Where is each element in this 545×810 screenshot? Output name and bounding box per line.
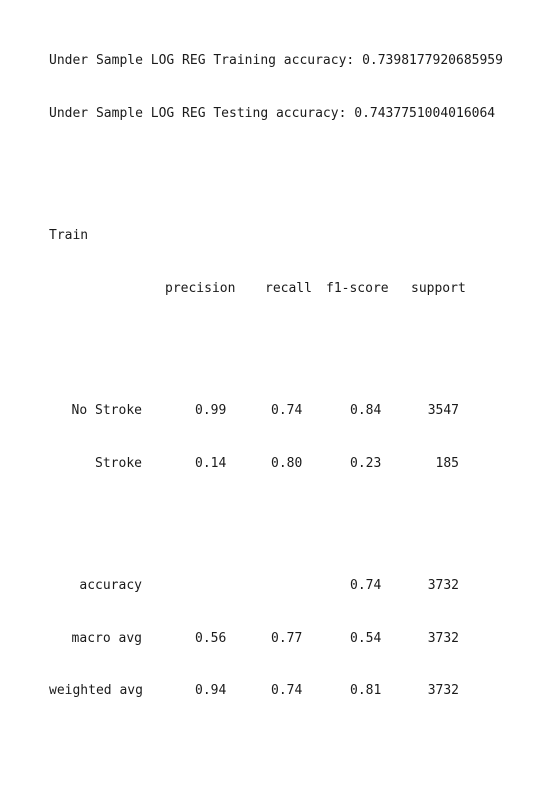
train-header-row: precision recall f1-score support (49, 280, 503, 298)
f1-value: 0.23 (350, 455, 382, 471)
train-col-recall: recall (265, 280, 312, 296)
f1-value: 0.74 (350, 578, 382, 593)
train-col-precision: precision (165, 280, 236, 296)
table-row: weighted avg 0.94 0.74 0.81 3732 (49, 682, 503, 700)
train-col-f1: f1-score (326, 280, 389, 296)
train-accuracy-line: Under Sample LOG REG Training accuracy: … (49, 53, 503, 68)
table-row: accuracy 0.74 3732 (49, 577, 503, 595)
support-value: 3732 (427, 578, 459, 593)
row-label: weighted avg (49, 683, 143, 698)
precision-value: 0.14 (195, 455, 227, 471)
spacer (49, 332, 503, 350)
train-title: Train (49, 228, 89, 243)
recall-value: 0.74 (271, 683, 303, 698)
precision-value: 0.94 (195, 683, 227, 698)
recall-value: 0.77 (271, 630, 303, 646)
precision-value: 0.56 (195, 630, 227, 646)
support-value: 3732 (427, 683, 459, 698)
row-label: macro avg (71, 630, 142, 646)
row-label: accuracy (79, 578, 142, 593)
test-accuracy-line: Under Sample LOG REG Testing accuracy: 0… (49, 105, 496, 121)
cell-output: Under Sample LOG REG Training accuracy: … (49, 17, 503, 810)
f1-value: 0.54 (350, 630, 382, 646)
f1-value: 0.81 (350, 683, 382, 698)
support-value: 185 (435, 455, 459, 471)
table-row: Stroke 0.14 0.80 0.23 185 (49, 455, 503, 473)
spacer (49, 787, 503, 805)
train-col-support: support (411, 280, 466, 296)
support-value: 3732 (427, 630, 459, 646)
spacer (49, 507, 503, 525)
recall-value: 0.80 (271, 455, 303, 471)
table-row: macro avg 0.56 0.77 0.54 3732 (49, 630, 503, 648)
row-label: Stroke (95, 455, 142, 471)
train-report: Train precision recall f1-score support … (49, 192, 503, 735)
